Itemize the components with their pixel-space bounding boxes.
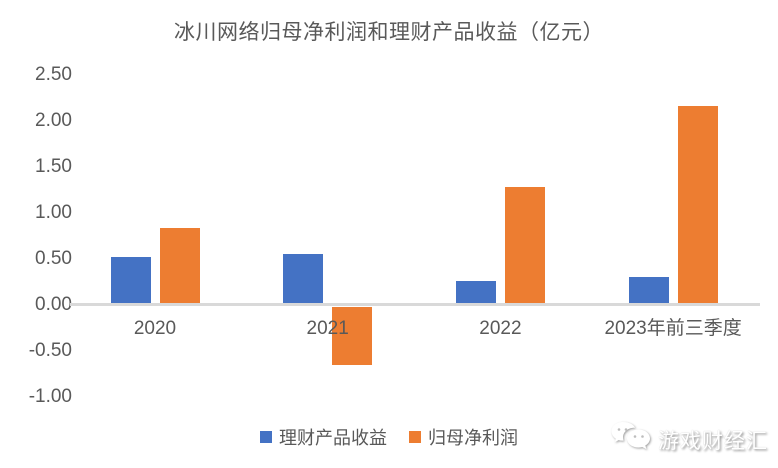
legend: 理财产品收益 归母净利润 — [0, 424, 778, 450]
legend-label: 归母净利润 — [428, 428, 518, 448]
y-tick-label: 0.50 — [35, 248, 72, 269]
bar-series1-cat0 — [159, 227, 200, 305]
wechat-chat-bubbles-icon — [610, 418, 652, 461]
x-category-label: 2023年前三季度 — [604, 318, 742, 339]
bar-series0-cat2 — [455, 281, 496, 305]
legend-swatch — [409, 431, 421, 443]
watermark: 游戏财经汇 — [610, 418, 768, 461]
x-axis-line — [70, 303, 760, 306]
chart-title: 冰川网络归母净利润和理财产品收益（亿元） — [174, 21, 604, 44]
legend-item: 归母净利润 — [409, 424, 518, 450]
legend-item: 理财产品收益 — [260, 424, 387, 450]
bar-series1-cat2 — [504, 187, 545, 305]
bar-series0-cat1 — [283, 254, 324, 305]
y-tick-label: 1.00 — [35, 202, 72, 223]
bar-series1-cat1 — [332, 307, 373, 365]
y-tick-label: -0.50 — [28, 340, 72, 361]
legend-label: 理财产品收益 — [279, 428, 387, 448]
y-tick-label: 2.50 — [35, 64, 72, 85]
x-category-label: 2022 — [479, 318, 522, 339]
watermark-text: 游戏财经汇 — [658, 429, 768, 453]
bar-series0-cat3 — [628, 277, 669, 305]
y-tick-label: -1.00 — [28, 386, 72, 407]
y-tick-label: 2.00 — [35, 110, 72, 131]
x-category-label: 2020 — [133, 318, 177, 339]
y-tick-label: 1.50 — [35, 156, 72, 177]
bar-series1-cat3 — [677, 106, 718, 305]
y-tick-label: 0.00 — [35, 294, 72, 315]
bar-series0-cat0 — [110, 257, 151, 305]
x-category-label: 2021 — [306, 318, 349, 339]
legend-swatch — [260, 431, 272, 443]
